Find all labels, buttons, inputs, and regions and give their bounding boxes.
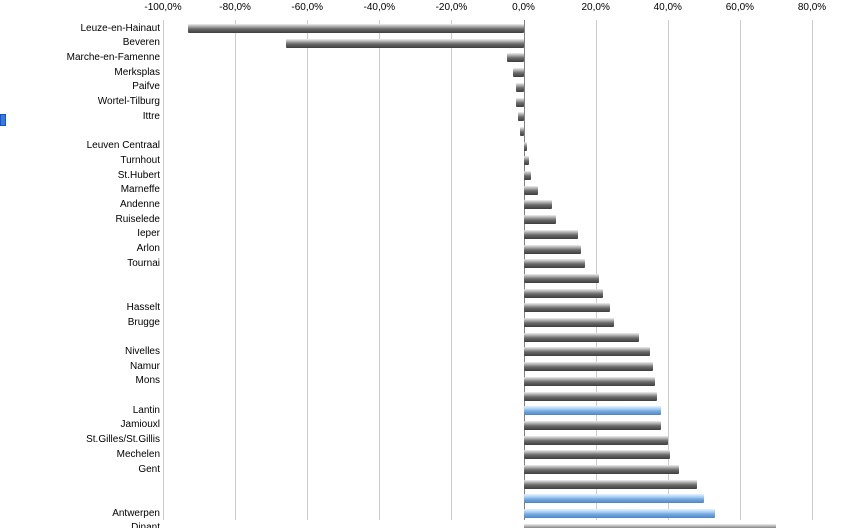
category-label: Ieper — [137, 229, 160, 239]
category-label: St.Gilles/St.Gillis — [86, 435, 160, 445]
bar — [516, 83, 523, 92]
bar — [524, 406, 661, 415]
category-label: Lantin — [133, 406, 160, 416]
category-label: Beveren — [123, 38, 160, 48]
category-label: Arlon — [137, 244, 160, 254]
category-label: St.Hubert — [118, 171, 160, 181]
bar — [524, 421, 661, 430]
category-label: Jamiouxl — [121, 420, 160, 430]
axis-tick-label: -20,0% — [436, 2, 468, 13]
category-label: Turnhout — [120, 156, 160, 166]
plot-area — [163, 20, 812, 520]
category-label: Ruiselede — [116, 215, 160, 225]
bar — [516, 98, 523, 107]
category-label: Brugge — [128, 318, 160, 328]
category-label: Namur — [130, 362, 160, 372]
category-label: Hasselt — [127, 303, 160, 313]
axis-tick-label: 20,0% — [581, 2, 609, 13]
selection-marker — [0, 114, 6, 126]
gridline — [668, 20, 669, 520]
chart-container: Leuze-en-Hainaut Beveren Marche-en-Famenne… — [0, 0, 842, 528]
category-label: Marche-en-Famenne — [67, 53, 160, 63]
bar — [524, 480, 697, 489]
gridline — [740, 20, 741, 520]
category-label: Marneffe — [121, 185, 160, 195]
bar — [188, 24, 523, 33]
bar — [524, 362, 654, 371]
category-label: Mechelen — [117, 450, 160, 460]
gridline — [235, 20, 236, 520]
axis-tick-label: 80,0% — [798, 2, 826, 13]
bar — [524, 318, 614, 327]
bar — [524, 142, 528, 151]
bar — [524, 156, 529, 165]
axis-tick-label: 0,0% — [512, 2, 535, 13]
bar — [524, 215, 556, 224]
category-label: Tournai — [127, 259, 160, 269]
category-label: Nivelles — [125, 347, 160, 357]
bar — [524, 303, 611, 312]
category-label: Leuze-en-Hainaut — [81, 24, 161, 34]
category-label: Gent — [138, 465, 160, 475]
bar — [286, 39, 524, 48]
bar — [524, 436, 668, 445]
axis-tick-label: -60,0% — [291, 2, 323, 13]
axis-tick-label: -100,0% — [144, 2, 181, 13]
bar — [524, 494, 704, 503]
category-label: Dinant — [131, 523, 160, 528]
bar — [524, 289, 603, 298]
bar — [520, 127, 524, 136]
gridline — [379, 20, 380, 520]
bar — [524, 259, 585, 268]
category-label: Mons — [136, 376, 160, 386]
bar — [524, 392, 657, 401]
category-label: Ittre — [143, 112, 160, 122]
bar — [513, 68, 524, 77]
bar — [524, 186, 538, 195]
axis-tick-label: 40,0% — [654, 2, 682, 13]
bar — [524, 347, 650, 356]
bar — [524, 245, 582, 254]
bar — [524, 230, 578, 239]
axis-tick-label: -40,0% — [363, 2, 395, 13]
bar — [518, 112, 523, 121]
gridline — [596, 20, 597, 520]
bar — [524, 171, 531, 180]
bar — [507, 53, 523, 62]
category-label: Wortel-Tilburg — [98, 97, 160, 107]
gridline — [451, 20, 452, 520]
gridline — [524, 20, 525, 520]
category-label: Antwerpen — [112, 509, 160, 519]
bar — [524, 377, 656, 386]
category-label: Andenne — [120, 200, 160, 210]
category-label: Leuven Centraal — [87, 141, 160, 151]
bar — [524, 465, 679, 474]
axis-tick-label: -80,0% — [219, 2, 251, 13]
axis-tick-label: 60,0% — [726, 2, 754, 13]
category-label: Merksplas — [114, 68, 160, 78]
bar — [524, 509, 715, 518]
gridline — [163, 20, 164, 520]
bar — [524, 450, 670, 459]
bar — [524, 274, 600, 283]
bar — [524, 333, 639, 342]
bar — [524, 200, 553, 209]
category-label: Paifve — [132, 82, 160, 92]
bar — [524, 524, 776, 528]
gridline — [307, 20, 308, 520]
gridline — [812, 20, 813, 520]
